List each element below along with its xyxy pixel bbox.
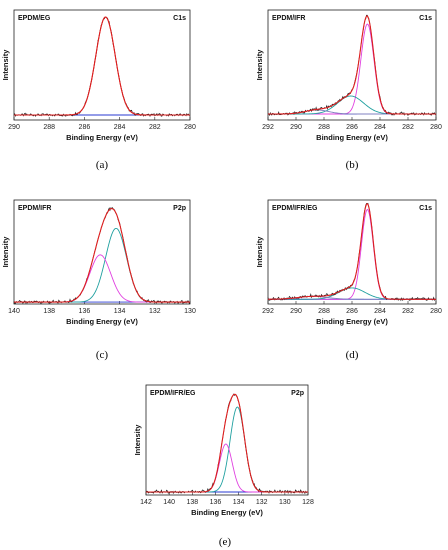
- x-tick-label: 134: [114, 308, 126, 315]
- x-tick-label: 132: [256, 499, 268, 506]
- x-tick-label: 288: [43, 124, 55, 131]
- x-tick-label: 292: [262, 124, 274, 131]
- series-envelope: [268, 202, 436, 300]
- x-tick-label: 140: [163, 499, 175, 506]
- plot-frame: [13, 9, 191, 121]
- region-label: P2p: [173, 205, 186, 212]
- panel-caption: (b): [346, 159, 359, 171]
- y-axis-label: Intensity: [1, 236, 10, 268]
- series-envelope: [14, 208, 190, 303]
- x-axis-label: Binding Energy (eV): [66, 317, 138, 326]
- x-axis-label: Binding Energy (eV): [316, 317, 388, 326]
- plot-frame: [145, 384, 309, 496]
- sample-label: EPDM/IFR/EG: [150, 390, 196, 397]
- panel-a: 290 288 286 284 282 280 Binding Energy (eV) Int…: [1, 9, 196, 171]
- x-tick-label: 140: [8, 308, 20, 315]
- region-label: C1s: [173, 15, 186, 22]
- x-tick-label: 284: [374, 308, 386, 315]
- x-tick-label: 142: [140, 499, 152, 506]
- x-tick-label: 138: [186, 499, 198, 506]
- x-axis-label: Binding Energy (eV): [66, 133, 138, 142]
- plot-frame: [267, 9, 437, 121]
- panel-d: 292 290 288 286 284 282 280 Binding Energy (eV)…: [255, 199, 442, 361]
- x-tick-label: 280: [430, 124, 442, 131]
- x-tick-label: 130: [279, 499, 291, 506]
- x-tick-label: 284: [374, 124, 386, 131]
- x-tick-label: 282: [402, 308, 414, 315]
- panel-e: 142 140 138 136 134 132 130 128 Binding Energy (…: [133, 384, 314, 548]
- panel-caption: (d): [346, 349, 359, 361]
- x-tick-label: 290: [8, 124, 20, 131]
- plot-frame: [13, 199, 191, 305]
- y-axis-label: Intensity: [133, 424, 142, 456]
- series-envelope: [146, 393, 308, 493]
- panel-caption: (e): [219, 536, 232, 548]
- x-tick-label: 134: [233, 499, 245, 506]
- x-tick-label: 286: [346, 124, 358, 131]
- sample-label: EPDM/EG: [18, 15, 51, 22]
- region-label: P2p: [291, 390, 304, 397]
- series-envelope: [14, 16, 190, 116]
- panel-caption: (c): [96, 349, 109, 361]
- y-axis-label: Intensity: [255, 236, 264, 268]
- panel-caption: (a): [96, 159, 109, 171]
- y-axis-label: Intensity: [1, 49, 10, 81]
- sample-label: EPDM/IFR: [272, 15, 305, 22]
- x-tick-label: 138: [43, 308, 55, 315]
- x-axis-label: Binding Energy (eV): [316, 133, 388, 142]
- x-tick-label: 288: [318, 308, 330, 315]
- x-tick-label: 280: [184, 124, 196, 131]
- plot-frame: [267, 199, 437, 305]
- panel-b: 292 290 288 286 284 282 280 Binding Energy (eV)…: [255, 9, 442, 171]
- y-axis-label: Intensity: [255, 49, 264, 81]
- region-label: C1s: [419, 205, 432, 212]
- region-label: C1s: [419, 15, 432, 22]
- x-tick-label: 136: [79, 308, 91, 315]
- x-tick-label: 290: [290, 124, 302, 131]
- x-tick-label: 282: [149, 124, 161, 131]
- x-tick-label: 292: [262, 308, 274, 315]
- x-tick-label: 282: [402, 124, 414, 131]
- sample-label: EPDM/IFR: [18, 205, 51, 212]
- x-tick-label: 280: [430, 308, 442, 315]
- series-envelope: [268, 15, 436, 115]
- x-tick-label: 284: [114, 124, 126, 131]
- x-tick-label: 288: [318, 124, 330, 131]
- x-tick-label: 136: [210, 499, 222, 506]
- panel-c: 140 138 136 134 132 130 Binding Energy (eV) Int…: [1, 199, 196, 361]
- x-tick-label: 286: [79, 124, 91, 131]
- x-axis-label: Binding Energy (eV): [191, 508, 263, 517]
- x-tick-label: 130: [184, 308, 196, 315]
- sample-label: EPDM/IFR/EG: [272, 205, 318, 212]
- x-tick-label: 128: [302, 499, 314, 506]
- x-tick-label: 132: [149, 308, 161, 315]
- x-tick-label: 286: [346, 308, 358, 315]
- x-tick-label: 290: [290, 308, 302, 315]
